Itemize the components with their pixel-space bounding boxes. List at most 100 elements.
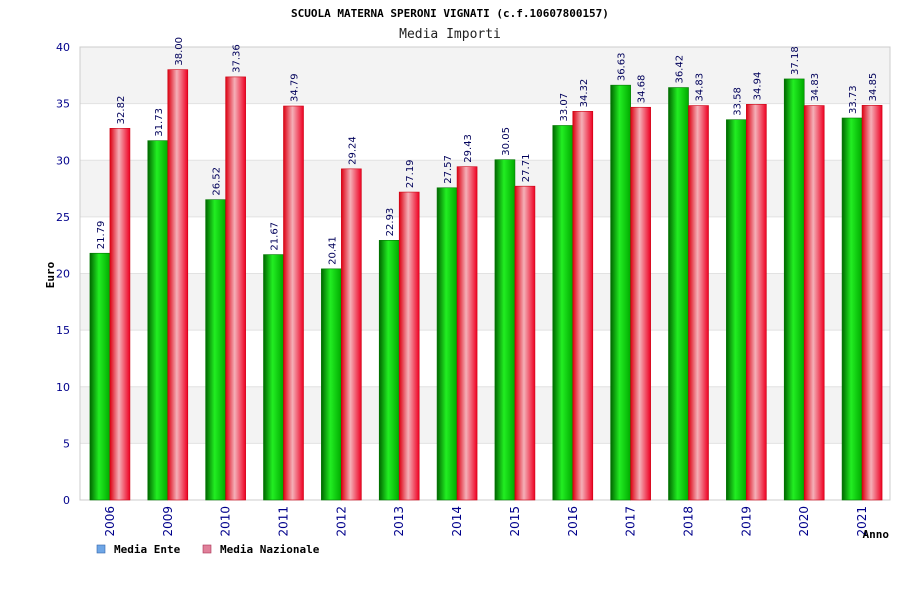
bar-media-nazionale-2017 [630, 106, 651, 501]
bars [89, 69, 883, 501]
bar-media-ente-2012 [321, 268, 342, 501]
plot-border [79, 46, 891, 501]
data-label: 30.05 [501, 127, 512, 156]
legend-label-media-nazionale: Media Nazionale [220, 543, 320, 556]
bar-media-ente-2014 [436, 187, 458, 501]
data-label: 34.94 [752, 72, 763, 101]
bar-media-ente-2021 [841, 117, 863, 501]
data-label: 34.32 [579, 79, 590, 108]
x-axis-label: Anno [863, 528, 890, 541]
data-label: 21.67 [270, 222, 281, 251]
data-label: 34.68 [637, 75, 648, 104]
bar-media-ente-2013 [378, 240, 400, 501]
data-label: 27.19 [405, 159, 416, 188]
bar-media-ente-2016 [552, 125, 574, 501]
data-label: 27.57 [443, 155, 454, 184]
data-label: 22.93 [385, 208, 396, 237]
data-label: 29.24 [347, 136, 358, 165]
x-tick-label: 2011 [277, 506, 291, 537]
bar-media-ente-2010 [205, 199, 226, 501]
bar-media-ente-2011 [263, 254, 284, 501]
data-label: 36.63 [617, 53, 628, 82]
data-label: 34.79 [290, 73, 301, 102]
x-tick-label: 2014 [450, 506, 464, 537]
bar-media-ente-2019 [726, 119, 747, 501]
plot-band [80, 330, 890, 387]
plot-band [80, 160, 890, 217]
y-tick-label: 0 [63, 494, 70, 507]
data-label: 31.73 [154, 108, 165, 137]
bar-media-ente-2017 [610, 84, 631, 501]
plot-background [79, 46, 891, 501]
y-tick-label: 10 [56, 381, 70, 394]
data-label: 34.85 [868, 73, 879, 102]
x-tick-label: 2012 [334, 506, 348, 537]
data-label: 37.36 [232, 44, 243, 73]
data-label: 34.83 [695, 73, 706, 102]
x-tick-label: 2006 [103, 506, 117, 537]
bar-media-ente-2015 [494, 159, 516, 501]
plot-band [80, 47, 890, 104]
y-tick-label: 40 [56, 41, 70, 54]
y-axis-label: Euro [44, 261, 57, 288]
bar-media-ente-2020 [783, 78, 805, 501]
plot-band [80, 103, 890, 161]
y-tick-label: 5 [63, 437, 70, 450]
bar-media-nazionale-2020 [803, 105, 825, 501]
plot-band [80, 386, 890, 444]
y-tick-label: 15 [56, 324, 70, 337]
x-tick-label: 2021 [855, 506, 869, 537]
plot-band [80, 443, 890, 500]
data-labels: 21.79 32.82 31.73 38.00 26.52 37.36 21.67 34.79… [96, 37, 879, 265]
data-label: 37.18 [790, 46, 801, 75]
x-tick-label: 2013 [392, 506, 406, 537]
data-label: 36.42 [675, 55, 686, 84]
bar-media-nazionale-2009 [167, 69, 189, 501]
data-label: 33.07 [559, 93, 570, 122]
data-label: 21.79 [96, 221, 107, 250]
legend-label-media-ente: Media Ente [114, 543, 181, 556]
data-label: 27.71 [521, 154, 532, 183]
x-tick-label: 2016 [566, 506, 580, 537]
y-axis-ticks: 0 5 10 15 20 25 30 35 40 [56, 41, 70, 507]
bar-media-nazionale-2019 [746, 104, 767, 501]
bar-media-nazionale-2013 [398, 191, 420, 501]
y-tick-label: 20 [56, 268, 70, 281]
data-label: 26.52 [212, 167, 223, 196]
data-label: 33.73 [848, 85, 859, 114]
x-tick-label: 2009 [161, 506, 175, 537]
data-label: 20.41 [327, 236, 338, 265]
x-tick-label: 2018 [682, 506, 696, 537]
bar-media-nazionale-2011 [283, 105, 304, 501]
data-label: 29.43 [463, 134, 474, 163]
bar-media-nazionale-2012 [341, 168, 362, 501]
data-label: 32.82 [116, 96, 127, 125]
x-tick-label: 2015 [508, 506, 522, 537]
legend: Media Ente Media Nazionale [96, 543, 320, 556]
x-tick-label: 2019 [739, 506, 753, 537]
bar-media-nazionale-2015 [514, 185, 536, 501]
y-tick-label: 25 [56, 211, 70, 224]
legend-swatch-media-nazionale [202, 544, 212, 554]
bar-media-nazionale-2016 [572, 111, 594, 501]
y-tick-label: 30 [56, 154, 70, 167]
x-tick-label: 2017 [624, 506, 638, 537]
data-label: 34.83 [810, 73, 821, 102]
data-label: 33.58 [732, 87, 743, 116]
chart-subtitle: Media Importi [399, 27, 501, 42]
bar-media-nazionale-2006 [109, 128, 131, 501]
plot-band [80, 273, 890, 331]
bar-media-nazionale-2018 [688, 105, 709, 501]
legend-swatch-media-ente [96, 544, 106, 554]
bar-media-nazionale-2010 [225, 76, 246, 501]
y-tick-label: 35 [56, 98, 70, 111]
x-axis-ticks: 2006 2009 2010 2011 2012 2013 2014 2015 2016 2017… [103, 506, 869, 537]
x-tick-label: 2010 [219, 506, 233, 537]
plot-band [80, 216, 890, 274]
bar-media-ente-2009 [147, 140, 169, 501]
x-tick-label: 2020 [797, 506, 811, 537]
chart-title: SCUOLA MATERNA SPERONI VIGNATI (c.f.1060… [291, 7, 609, 20]
bar-media-ente-2006 [89, 252, 111, 501]
bar-media-nazionale-2014 [456, 166, 478, 501]
